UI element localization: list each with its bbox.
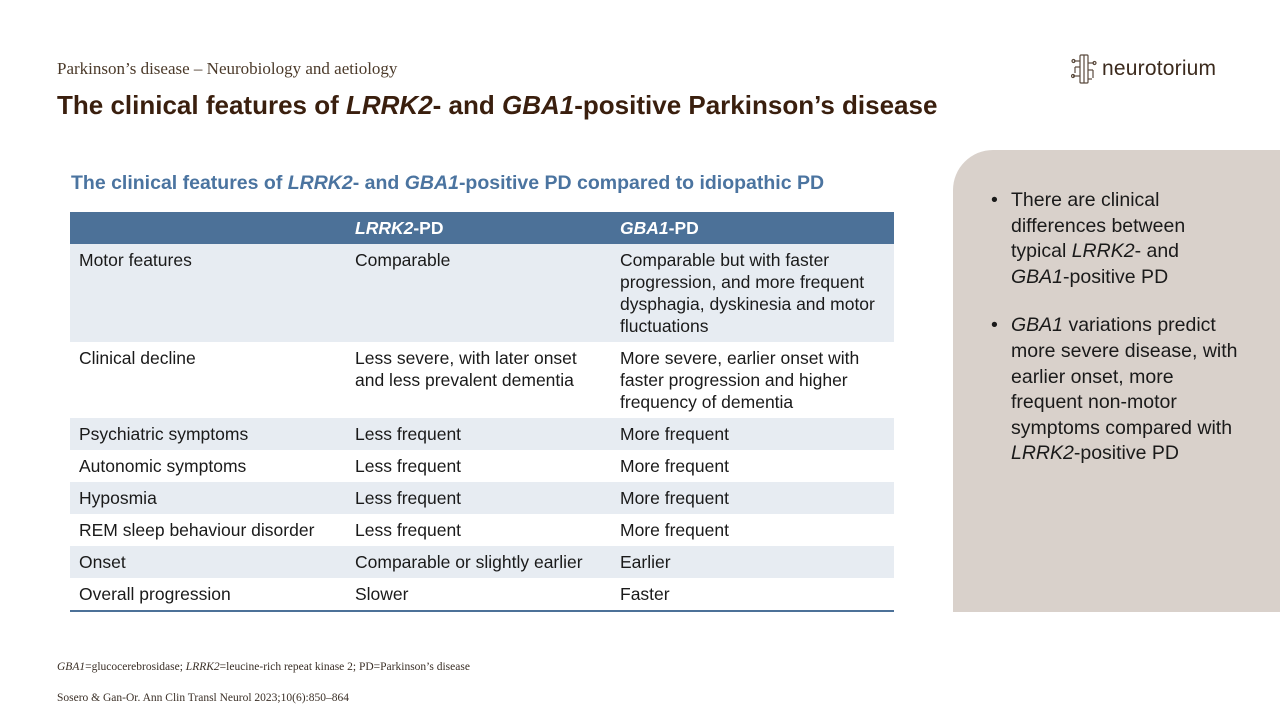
gba1-cell: Earlier — [611, 546, 894, 578]
feature-cell: Onset — [70, 546, 346, 578]
lrrk2-cell: Less frequent — [346, 418, 611, 450]
feature-cell: Motor features — [70, 244, 346, 342]
table-header-row: LRRK2-PD GBA1-PD — [70, 212, 894, 244]
header-gba1: GBA1-PD — [611, 212, 894, 244]
feature-cell: Clinical decline — [79, 348, 196, 368]
bullet-marker: • — [991, 189, 998, 211]
gba1-cell: Faster — [611, 578, 894, 612]
table-row: Clinical decline Less severe, with later… — [70, 342, 894, 418]
gba1-cell: More frequent — [611, 482, 894, 514]
table-title: The clinical features of LRRK2- and GBA1… — [71, 172, 825, 194]
feature-cell: Overall progression — [70, 578, 346, 612]
table-row: Motor features Comparable Comparable but… — [70, 244, 894, 342]
lrrk2-cell: Comparable or slightly earlier — [346, 546, 611, 578]
feature-cell: Autonomic symptoms — [79, 456, 247, 476]
summary-list: • There are clinical differences between … — [991, 188, 1241, 490]
header-lrrk2: LRRK2-PD — [346, 212, 611, 244]
header-feature — [70, 212, 346, 244]
summary-bullet: • GBA1 variations predict more severe dis… — [991, 314, 1238, 465]
gba1-cell: More frequent — [611, 418, 894, 450]
logo-text: neurotorium — [1102, 57, 1217, 80]
feature-cell: Psychiatric symptoms — [70, 418, 346, 450]
gba1-cell: More frequent — [620, 520, 729, 540]
breadcrumb: Parkinson’s disease – Neurobiology and a… — [57, 59, 398, 78]
lrrk2-cell: Less frequent — [346, 482, 611, 514]
table-row: Overall progression Slower Faster — [70, 578, 894, 612]
table-row: Autonomic symptoms Less frequent More fr… — [70, 450, 894, 482]
page-title: The clinical features of LRRK2- and GBA1… — [57, 90, 938, 120]
lrrk2-cell: Less frequent — [355, 456, 462, 476]
feature-cell: REM sleep behaviour disorder — [79, 520, 315, 540]
gba1-cell: Comparable but with faster progression, … — [611, 244, 894, 342]
reference: Sosero & Gan-Or. Ann Clin Transl Neurol … — [57, 692, 349, 704]
table-row: Psychiatric symptoms Less frequent More … — [70, 418, 894, 450]
lrrk2-cell: Less severe, with later onset and less p… — [355, 348, 577, 390]
gba1-cell: More severe, earlier onset with faster p… — [620, 348, 860, 412]
brain-circuit-icon — [1071, 54, 1097, 84]
summary-bullet: • There are clinical differences between … — [991, 189, 1186, 288]
logo: neurotorium — [1071, 54, 1216, 84]
gba1-cell: More frequent — [620, 456, 729, 476]
feature-cell: Hyposmia — [70, 482, 346, 514]
lrrk2-cell: Less frequent — [355, 520, 462, 540]
abbreviations-footnote: GBA1=glucocerebrosidase; LRRK2=leucine-r… — [57, 661, 470, 673]
table-row: REM sleep behaviour disorder Less freque… — [70, 514, 894, 546]
table-row: Onset Comparable or slightly earlier Ear… — [70, 546, 894, 578]
bullet-marker: • — [991, 314, 998, 337]
lrrk2-cell: Comparable — [346, 244, 611, 342]
lrrk2-cell: Slower — [346, 578, 611, 612]
summary-panel: • There are clinical differences between … — [953, 150, 1280, 612]
table-row: Hyposmia Less frequent More frequent — [70, 482, 894, 514]
comparison-table: LRRK2-PD GBA1-PD Motor features Comparab… — [70, 212, 894, 612]
